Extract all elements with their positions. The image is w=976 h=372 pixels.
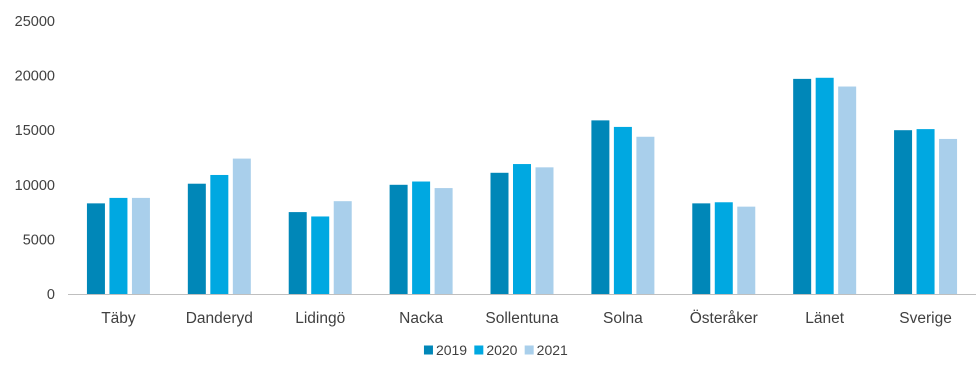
- y-tick-label: 20000: [15, 69, 55, 85]
- bar-2021-2: [333, 201, 352, 294]
- legend-label-2019: 2019: [436, 342, 467, 358]
- x-category-label: Länet: [805, 310, 844, 327]
- bar-2020-4: [513, 164, 531, 294]
- x-category-label: Solna: [603, 310, 643, 327]
- bar-2019-6: [692, 203, 711, 294]
- bar-2019-1: [187, 183, 206, 294]
- legend-label-2021: 2021: [537, 342, 568, 358]
- bar-2021-8: [939, 138, 958, 294]
- bar-series-group: [86, 77, 958, 295]
- bar-2019-2: [288, 212, 307, 294]
- bar-2020-1: [210, 174, 229, 294]
- y-tick-label: 25000: [15, 14, 55, 30]
- bar-2021-1: [232, 158, 251, 294]
- bar-2020-6: [714, 202, 733, 294]
- bar-2020-0: [109, 197, 128, 294]
- bar-2019-7: [793, 78, 812, 294]
- bar-2021-5: [636, 136, 655, 294]
- legend: 2019 2020 2021: [423, 342, 568, 358]
- y-axis-ticks: 0 5000 10000 15000 20000 25000: [15, 14, 55, 303]
- bar-2020-7: [815, 77, 834, 294]
- bar-2019-0: [86, 203, 105, 294]
- y-tick-label: 0: [47, 287, 55, 303]
- bar-2021-6: [737, 206, 756, 294]
- x-category-label: Täby: [101, 310, 136, 327]
- x-category-label: Österåker: [690, 309, 758, 327]
- bar-2021-4: [535, 167, 554, 294]
- x-category-label: Nacka: [399, 310, 443, 327]
- y-tick-label: 10000: [15, 178, 55, 194]
- bar-2019-4: [490, 172, 509, 294]
- legend-swatch-2021: [524, 345, 534, 355]
- legend-swatch-2019: [423, 345, 433, 355]
- bar-2021-3: [434, 188, 453, 294]
- bar-2019-5: [591, 120, 610, 295]
- legend-swatch-2020: [474, 345, 484, 355]
- bar-2020-2: [311, 216, 330, 294]
- bar-2021-7: [838, 86, 857, 295]
- y-tick-label: 15000: [15, 123, 55, 139]
- y-tick-label: 5000: [23, 232, 55, 248]
- x-category-label: Sollentuna: [485, 310, 559, 327]
- x-category-label: Lidingö: [295, 310, 345, 327]
- bar-2019-3: [389, 184, 408, 294]
- x-category-label: Sverige: [899, 310, 952, 327]
- bar-2019-8: [894, 130, 913, 294]
- bar-2020-3: [412, 181, 431, 294]
- x-axis-category-labels: Täby Danderyd Lidingö Nacka Sollentuna Solna Ö…: [101, 309, 952, 327]
- bar-2021-0: [131, 197, 150, 294]
- bar-2020-5: [613, 126, 632, 294]
- bar-2020-8: [916, 129, 935, 294]
- x-category-label: Danderyd: [186, 310, 253, 327]
- legend-label-2020: 2020: [486, 342, 517, 358]
